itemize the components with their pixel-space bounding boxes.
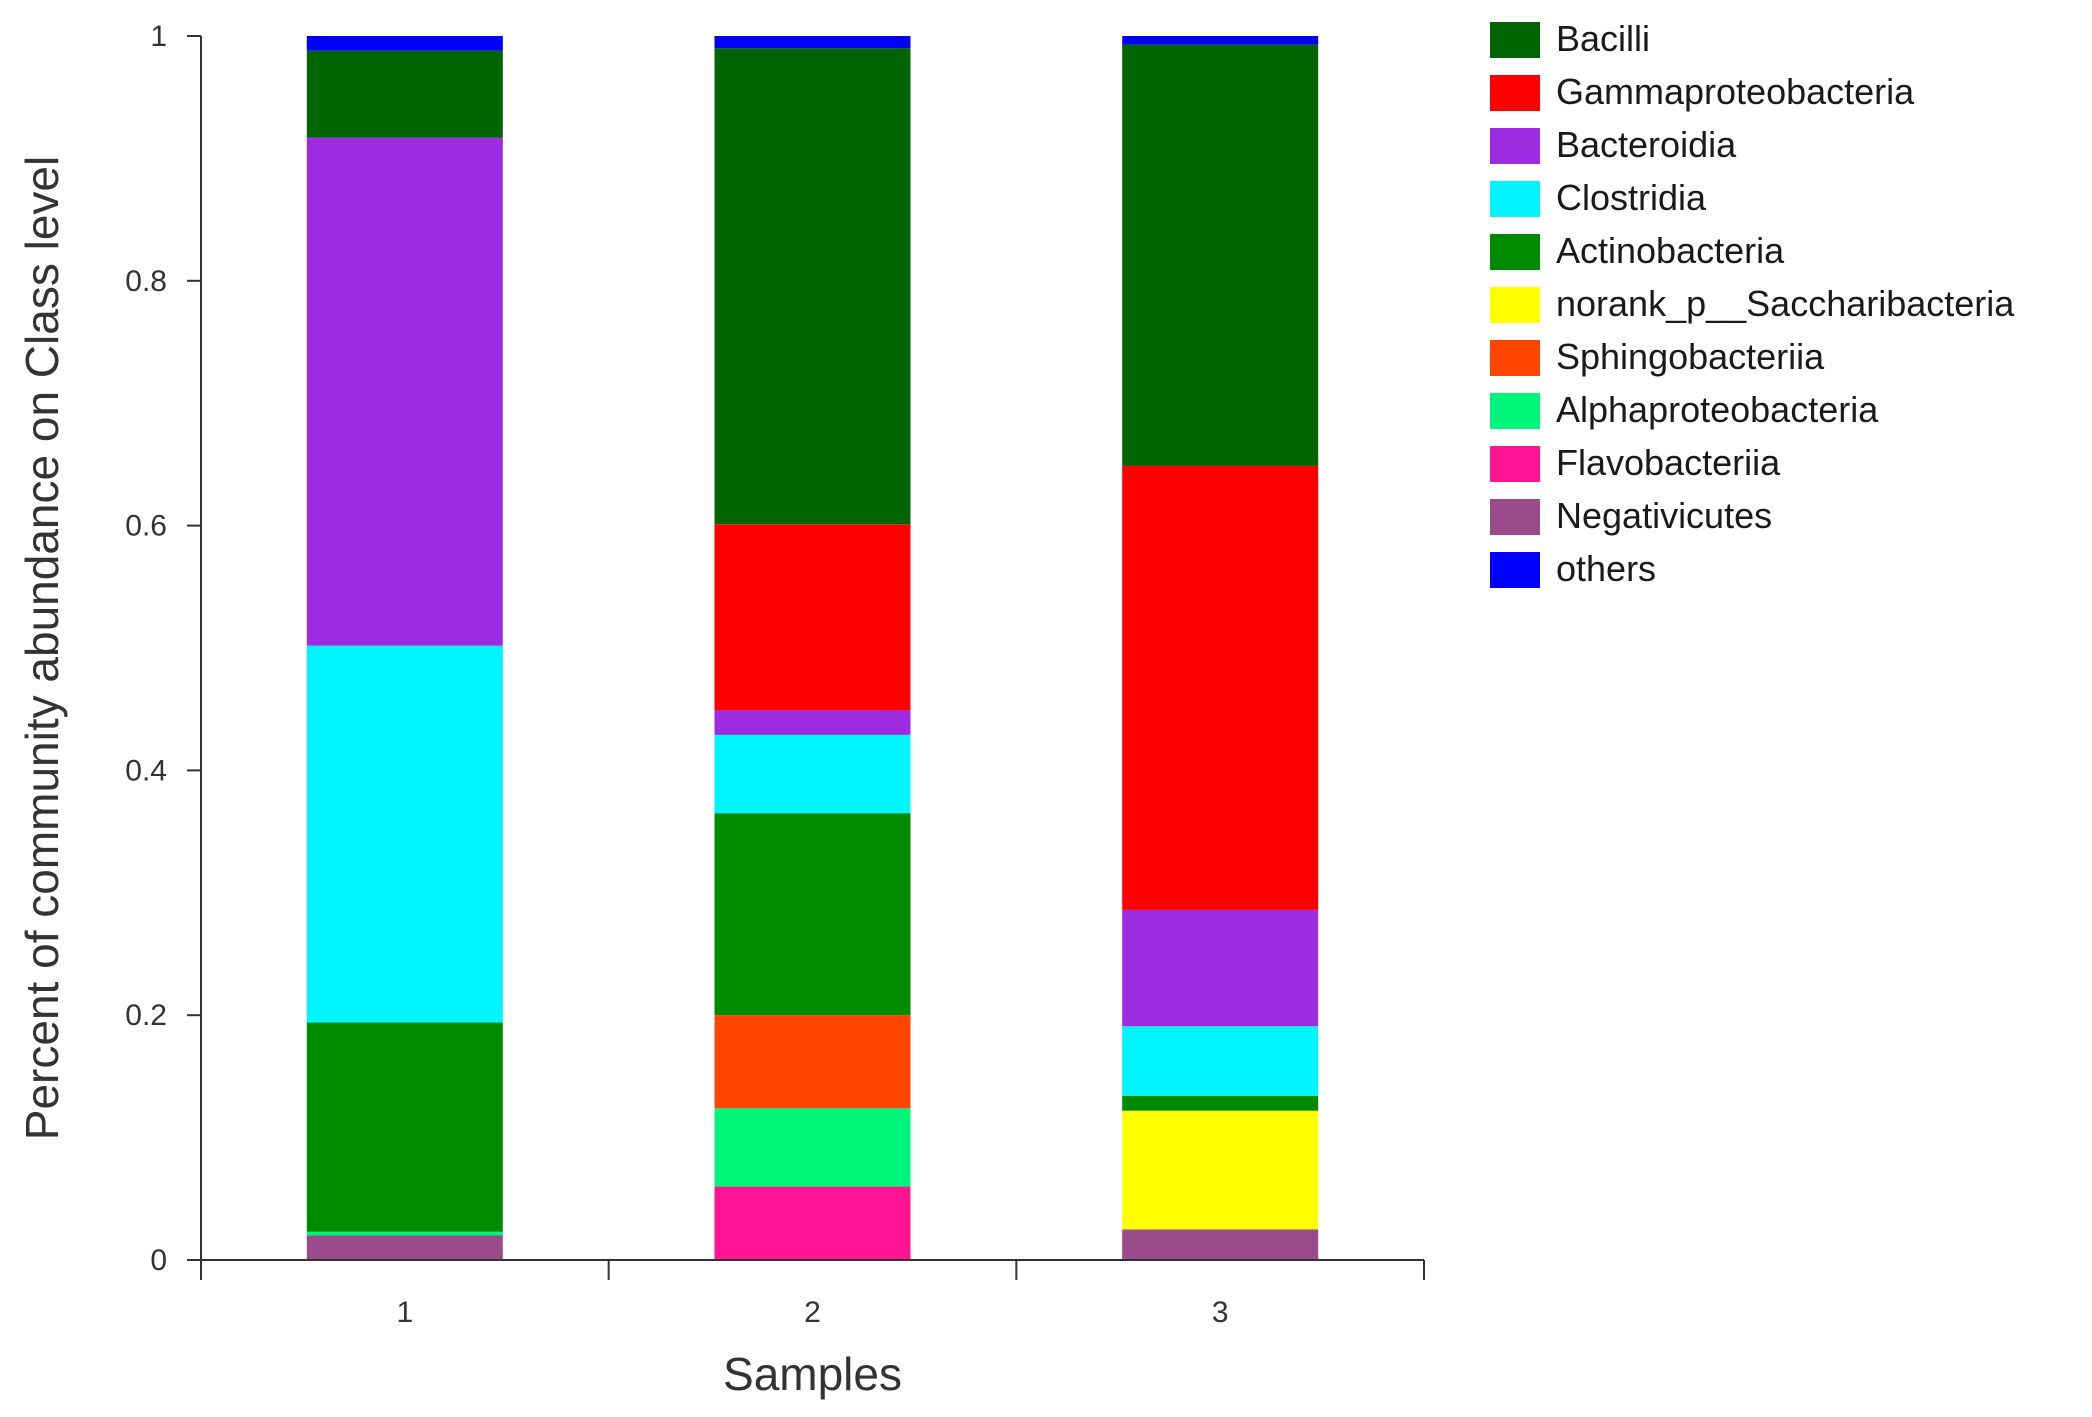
- axes-layer: [200, 36, 1424, 1261]
- legend-label: Gammaproteobacteria: [1556, 71, 1915, 112]
- legend-swatch: [1490, 499, 1540, 535]
- y-axis-title: Percent of community abundance on Class …: [16, 156, 68, 1140]
- bar-segment-2-sphingobacteriia: [714, 1015, 911, 1109]
- bar-segment-2-bacilli: [714, 48, 911, 525]
- bar-segment-3-others: [1122, 36, 1319, 45]
- bar-segment-2-gammaproteobacteria: [714, 524, 911, 711]
- legend-swatch: [1490, 287, 1540, 323]
- legend-swatch: [1490, 234, 1540, 270]
- legend-swatch: [1490, 446, 1540, 482]
- legend-label: Sphingobacteriia: [1556, 336, 1825, 377]
- bar-segment-1-alphaproteobacteria: [306, 1231, 503, 1236]
- legend-swatch: [1490, 22, 1540, 58]
- x-tick-label: 1: [396, 1296, 413, 1329]
- y-tick-label: 0.2: [125, 999, 167, 1032]
- bar-segment-2-flavobacteriia: [714, 1186, 911, 1260]
- bar-segment-2-actinobacteria: [714, 813, 911, 1016]
- legend-swatch: [1490, 128, 1540, 164]
- bar-segment-2-bacteroidia: [714, 710, 911, 735]
- bars-layer: [306, 36, 1319, 1260]
- legend-swatch: [1490, 181, 1540, 217]
- legend-swatch: [1490, 75, 1540, 111]
- x-ticks: 1 2 3: [200, 1260, 1425, 1329]
- x-axis-title: Samples: [723, 1348, 902, 1400]
- legend-label: Bacilli: [1556, 18, 1650, 59]
- y-tick-label: 0: [150, 1244, 167, 1277]
- legend-label: norank_p__Saccharibacteria: [1556, 283, 2015, 324]
- y-tick-label: 0.8: [125, 265, 167, 298]
- y-ticks: 0 0.2 0.4 0.6 0.8 1: [125, 20, 201, 1277]
- y-tick-label: 0.6: [125, 510, 167, 543]
- legend-swatch: [1490, 393, 1540, 429]
- y-tick-label: 0.4: [125, 754, 167, 787]
- bar-segment-3-actinobacteria: [1122, 1096, 1319, 1111]
- bar-segment-2-others: [714, 36, 911, 49]
- bar-segment-3-clostridia: [1122, 1026, 1319, 1096]
- bar-segment-2-clostridia: [714, 734, 911, 814]
- legend-label: Actinobacteria: [1556, 230, 1785, 271]
- bar-segment-1-bacteroidia: [306, 137, 503, 646]
- bar-segment-3-bacteroidia: [1122, 909, 1319, 1027]
- legend: Bacilli Gammaproteobacteria Bacteroidia Clo…: [1490, 18, 2015, 589]
- legend-label: Negativicutes: [1556, 495, 1772, 536]
- legend-label: Flavobacteriia: [1556, 442, 1781, 483]
- bar-segment-1-clostridia: [306, 645, 503, 1023]
- legend-label: others: [1556, 548, 1656, 589]
- legend-swatch: [1490, 552, 1540, 588]
- bar-segment-1-others: [306, 36, 503, 51]
- bar-segment-3-gammaproteobacteria: [1122, 465, 1319, 910]
- bar-segment-1-bacilli: [306, 50, 503, 138]
- bar-segment-1-actinobacteria: [306, 1022, 503, 1232]
- legend-label: Clostridia: [1556, 177, 1707, 218]
- legend-swatch: [1490, 340, 1540, 376]
- x-tick-label: 3: [1212, 1296, 1229, 1329]
- bar-segment-3-negativicutes: [1122, 1229, 1319, 1260]
- bar-segment-1-negativicutes: [306, 1235, 503, 1260]
- bar-segment-3-norank-p-saccharibacteria: [1122, 1110, 1319, 1230]
- y-tick-label: 1: [150, 20, 167, 53]
- legend-label: Bacteroidia: [1556, 124, 1737, 165]
- legend-label: Alphaproteobacteria: [1556, 389, 1879, 430]
- bar-segment-2-alphaproteobacteria: [714, 1108, 911, 1187]
- bar-segment-3-bacilli: [1122, 44, 1319, 466]
- x-tick-label: 2: [804, 1296, 821, 1329]
